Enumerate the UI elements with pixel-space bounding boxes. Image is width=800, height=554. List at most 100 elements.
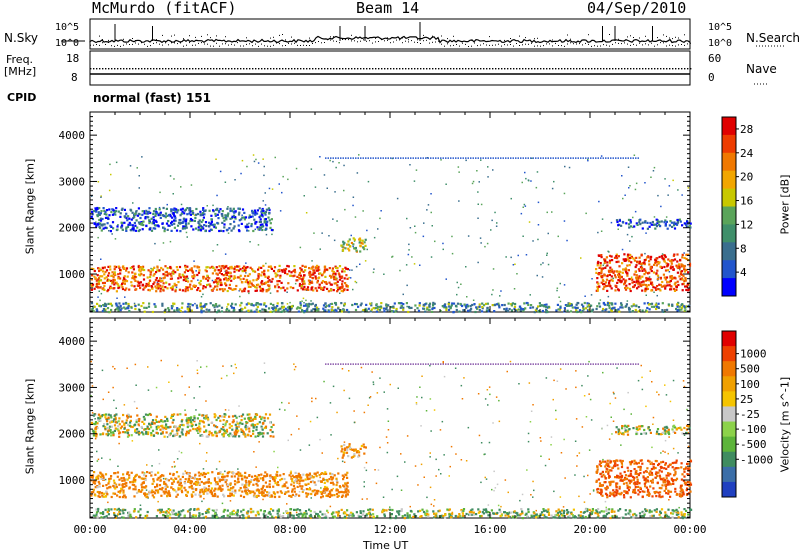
noise-sky-dot xyxy=(309,37,310,39)
region-echo xyxy=(250,225,253,228)
scatter-echo xyxy=(590,510,592,513)
nave-dot xyxy=(156,68,158,70)
region-echo xyxy=(317,309,320,312)
region-echo xyxy=(322,307,325,310)
noise-search-dot xyxy=(540,45,541,47)
noise-search-dot xyxy=(357,41,358,43)
scatter-echo xyxy=(294,282,297,285)
scatter-echo xyxy=(506,370,508,373)
scatter-echo xyxy=(457,286,460,289)
region-echo xyxy=(211,494,214,497)
region-echo xyxy=(651,220,654,224)
region-echo xyxy=(184,478,187,481)
scatter-echo xyxy=(104,478,107,481)
scatter-echo xyxy=(97,181,100,183)
noise-search-dot xyxy=(648,44,649,46)
range-line-echo xyxy=(560,157,562,159)
scatter-echo xyxy=(391,157,394,160)
region-echo xyxy=(329,481,333,484)
range-line-echo xyxy=(415,363,417,365)
noise-search-dot xyxy=(558,45,559,46)
noise-search-dot xyxy=(669,44,670,46)
region-echo xyxy=(115,308,118,311)
scatter-echo xyxy=(430,430,432,432)
region-echo xyxy=(517,308,520,311)
scatter-echo xyxy=(315,397,317,400)
scatter-echo xyxy=(589,398,592,401)
scatter-echo xyxy=(524,171,526,174)
region-echo xyxy=(135,473,138,476)
scatter-echo xyxy=(363,481,365,483)
region-echo xyxy=(306,493,309,496)
nave-dot xyxy=(297,68,299,70)
scatter-echo xyxy=(683,385,686,388)
region-echo xyxy=(283,289,287,292)
region-echo xyxy=(627,258,630,261)
region-echo xyxy=(268,491,271,494)
region-echo xyxy=(314,275,317,278)
noise-sky-dot xyxy=(189,35,190,37)
region-echo xyxy=(674,281,677,284)
region-echo xyxy=(431,306,434,309)
noise-search-dot xyxy=(651,42,652,44)
region-echo xyxy=(134,488,137,491)
region-echo xyxy=(117,284,120,287)
scatter-echo xyxy=(645,294,647,296)
range-line-echo xyxy=(567,157,569,159)
region-echo xyxy=(229,287,232,290)
region-echo xyxy=(204,286,207,289)
region-echo xyxy=(194,216,197,219)
nave-dot xyxy=(237,68,239,70)
region-echo xyxy=(338,265,342,268)
region-echo xyxy=(96,490,99,494)
region-echo xyxy=(282,473,285,476)
region-echo xyxy=(215,266,218,269)
region-echo xyxy=(571,306,574,309)
region-echo xyxy=(161,285,164,288)
region-echo xyxy=(321,472,324,475)
region-echo xyxy=(282,286,285,289)
region-echo xyxy=(164,477,167,481)
region-echo xyxy=(664,255,667,259)
scatter-echo xyxy=(321,232,323,234)
region-echo xyxy=(201,488,204,491)
region-echo xyxy=(328,281,331,284)
region-echo xyxy=(291,493,294,496)
region-echo xyxy=(223,226,226,229)
noise-search-dot xyxy=(306,45,307,46)
range-line-echo xyxy=(377,363,379,365)
region-echo xyxy=(141,283,145,286)
region-echo xyxy=(273,495,277,499)
noise-search-dot xyxy=(243,45,244,47)
region-echo xyxy=(234,210,237,213)
region-echo xyxy=(222,230,225,233)
region-echo xyxy=(250,303,253,307)
region-echo xyxy=(140,273,143,276)
region-echo xyxy=(232,471,235,475)
region-echo xyxy=(192,277,195,280)
region-echo xyxy=(267,280,270,283)
region-echo xyxy=(428,302,432,305)
region-echo xyxy=(232,306,235,310)
nave-dot xyxy=(327,68,329,70)
region-echo xyxy=(556,303,559,306)
region-echo xyxy=(625,268,628,271)
region-echo xyxy=(424,303,427,306)
scatter-echo xyxy=(472,299,475,301)
region-echo xyxy=(510,304,513,307)
region-echo xyxy=(246,281,249,284)
region-echo xyxy=(224,265,227,269)
nave-dot xyxy=(147,68,149,70)
region-echo xyxy=(317,267,320,270)
region-echo xyxy=(167,309,171,312)
region-echo xyxy=(268,480,271,483)
region-echo xyxy=(522,309,525,312)
scatter-echo xyxy=(173,466,176,468)
region-echo xyxy=(115,483,118,486)
region-echo xyxy=(215,481,218,484)
scatter-echo xyxy=(621,175,623,177)
region-echo xyxy=(120,487,123,490)
noise-search-dot xyxy=(564,45,565,47)
region-echo xyxy=(169,286,172,290)
noise-search-dot xyxy=(603,44,604,46)
